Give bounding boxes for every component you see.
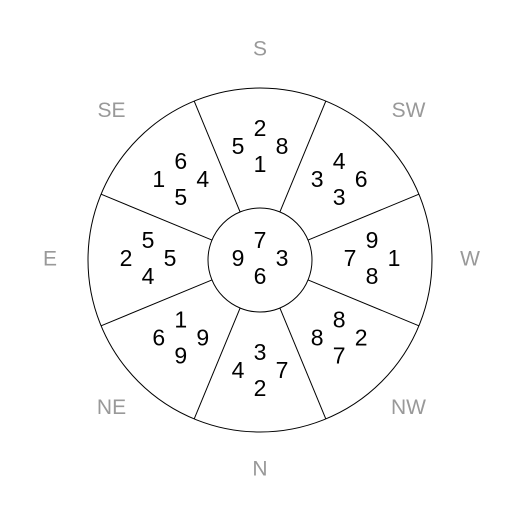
inner-circle bbox=[208, 208, 312, 312]
sector-ne: 1699 bbox=[152, 306, 209, 368]
num-left: 4 bbox=[232, 357, 245, 383]
num-top: 8 bbox=[333, 306, 346, 332]
sector-divider bbox=[308, 194, 419, 240]
direction-label-e: E bbox=[43, 248, 57, 271]
num-right: 9 bbox=[196, 324, 209, 350]
num-top: 6 bbox=[174, 148, 187, 174]
num-left: 9 bbox=[232, 245, 245, 271]
num-top: 1 bbox=[174, 306, 187, 332]
num-left: 3 bbox=[311, 166, 324, 192]
num-bottom: 6 bbox=[254, 263, 267, 289]
num-top: 3 bbox=[254, 339, 267, 365]
sector-nw: 8827 bbox=[311, 306, 368, 368]
num-bottom: 4 bbox=[142, 263, 155, 289]
num-left: 8 bbox=[311, 324, 324, 350]
sector-s: 25 81 bbox=[232, 115, 289, 177]
num-bottom: 7 bbox=[333, 342, 346, 368]
num-right: 7 bbox=[276, 357, 289, 383]
num-right: 6 bbox=[355, 166, 368, 192]
sector-sw: 4363 bbox=[311, 148, 368, 210]
center-cell: 79 36 bbox=[232, 227, 289, 289]
num-top: 7 bbox=[254, 227, 267, 253]
num-left: 5 bbox=[232, 133, 245, 159]
num-left: 1 bbox=[152, 166, 165, 192]
sector-se: 61 45 bbox=[152, 148, 209, 210]
num-bottom: 8 bbox=[366, 263, 379, 289]
direction-label-s: S bbox=[253, 38, 267, 61]
num-right: 3 bbox=[276, 245, 289, 271]
direction-label-ne: NE bbox=[97, 396, 126, 419]
num-right: 1 bbox=[388, 245, 401, 271]
num-right: 2 bbox=[355, 324, 368, 350]
sector-divider bbox=[101, 280, 212, 326]
direction-label-sw: SW bbox=[392, 99, 426, 122]
direction-label-w: W bbox=[460, 248, 480, 271]
num-right: 8 bbox=[276, 133, 289, 159]
num-top: 2 bbox=[254, 115, 267, 141]
sector-divider bbox=[308, 280, 419, 326]
num-left: 2 bbox=[120, 245, 133, 271]
num-left: 6 bbox=[152, 324, 165, 350]
direction-label-nw: NW bbox=[391, 396, 426, 419]
num-top: 9 bbox=[366, 227, 379, 253]
sector-divider bbox=[101, 194, 212, 240]
direction-label-n: N bbox=[252, 458, 267, 481]
num-bottom: 3 bbox=[333, 184, 346, 210]
num-top: 4 bbox=[333, 148, 346, 174]
num-bottom: 1 bbox=[254, 151, 267, 177]
direction-label-se: SE bbox=[97, 99, 125, 122]
num-bottom: 9 bbox=[174, 342, 187, 368]
num-top: 5 bbox=[142, 227, 155, 253]
num-left: 7 bbox=[344, 245, 357, 271]
sector-w: 97 18 bbox=[344, 227, 401, 289]
num-right: 5 bbox=[164, 245, 177, 271]
num-bottom: 5 bbox=[174, 184, 187, 210]
sector-n: 34 72 bbox=[232, 339, 289, 401]
octant-wheel: S2581SW4363W9718NW8827N3472NE1699E5254SE… bbox=[0, 0, 520, 520]
num-bottom: 2 bbox=[254, 375, 267, 401]
num-right: 4 bbox=[196, 166, 209, 192]
sector-e: 5254 bbox=[120, 227, 177, 289]
